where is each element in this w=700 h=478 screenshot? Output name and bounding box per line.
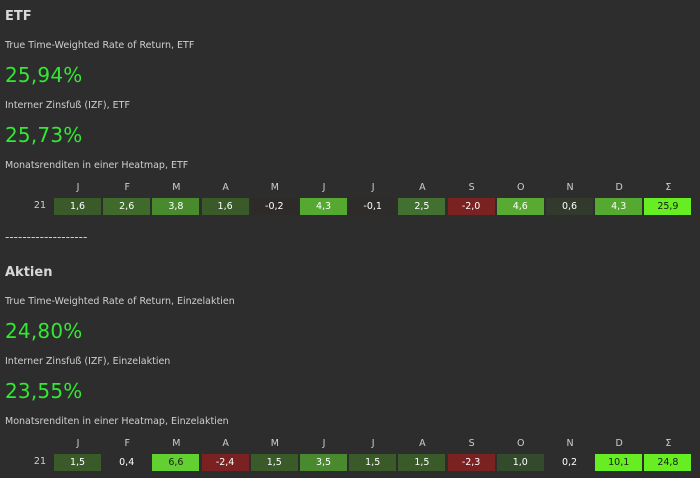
heatmap-month-cell: 10,1 <box>595 454 643 471</box>
heatmap-header-cell: J <box>322 438 326 449</box>
heatmap-month-cell: 1,0 <box>496 454 544 471</box>
heatmap-header-cell: S <box>468 182 475 193</box>
aktien-ttwror-label: True Time-Weighted Rate of Return, Einze… <box>5 296 235 307</box>
etf-heatmap-label: Monatsrenditen in einer Heatmap, ETF <box>5 160 189 171</box>
heatmap-month-cell: 2,5 <box>398 198 446 215</box>
heatmap-month-cell: 1,5 <box>250 454 298 471</box>
aktien-section-title: Aktien <box>5 265 53 280</box>
aktien-izf-label: Interner Zinsfuß (IZF), Einzelaktien <box>5 356 171 367</box>
etf-heatmap-year: 21 <box>33 200 46 211</box>
heatmap-total-cell: 24,8 <box>644 454 692 471</box>
heatmap-header-cell: O <box>517 182 525 193</box>
aktien-izf-value: 23,55% <box>5 379 83 403</box>
aktien-heatmap-year: 21 <box>33 456 46 467</box>
heatmap-month-cell: 0,2 <box>546 454 593 471</box>
aktien-heatmap-label: Monatsrenditen in einer Heatmap, Einzela… <box>5 416 229 427</box>
heatmap-header-cell: D <box>615 438 623 449</box>
heatmap-header-cell: F <box>124 182 130 193</box>
heatmap-month-cell: -2,3 <box>447 454 495 471</box>
heatmap-month-cell: 1,5 <box>398 454 446 471</box>
heatmap-header-cell: F <box>124 438 130 449</box>
heatmap-header-cell: A <box>419 438 426 449</box>
heatmap-month-cell: -2,4 <box>201 454 249 471</box>
heatmap-header-cell: A <box>222 182 229 193</box>
heatmap-header-cell: M <box>172 182 181 193</box>
heatmap-month-cell: 3,8 <box>152 198 200 215</box>
heatmap-header-cell: S <box>468 438 475 449</box>
heatmap-total-cell: 25,9 <box>644 198 692 215</box>
heatmap-header-cell: J <box>76 182 80 193</box>
heatmap-header-cell: M <box>270 438 279 449</box>
heatmap-header-cell: J <box>76 438 80 449</box>
heatmap-header-cell: J <box>371 438 375 449</box>
heatmap-header-cell: A <box>222 438 229 449</box>
etf-izf-value: 25,73% <box>5 123 83 147</box>
heatmap-header-cell: M <box>270 182 279 193</box>
heatmap-header-cell: O <box>517 438 525 449</box>
section-divider: ------------------- <box>5 230 88 244</box>
heatmap-month-cell: 0,4 <box>103 454 151 471</box>
heatmap-month-cell: 3,5 <box>300 454 347 471</box>
heatmap-month-cell: 2,6 <box>103 198 151 215</box>
heatmap-header-cell: Σ <box>665 182 672 193</box>
heatmap-header-cell: A <box>419 182 426 193</box>
etf-section-title: ETF <box>5 9 32 24</box>
etf-izf-label: Interner Zinsfuß (IZF), ETF <box>5 100 130 111</box>
heatmap-header-cell: D <box>615 182 623 193</box>
heatmap-header-cell: N <box>566 182 574 193</box>
heatmap-header-cell: Σ <box>665 438 672 449</box>
heatmap-month-cell: 1,6 <box>201 198 249 215</box>
heatmap-month-cell: 4,3 <box>595 198 643 215</box>
heatmap-month-cell: 1,6 <box>54 198 101 215</box>
heatmap-month-cell: -0,1 <box>349 198 397 215</box>
heatmap-month-cell: 6,6 <box>152 454 200 471</box>
heatmap-month-cell: 1,5 <box>349 454 397 471</box>
heatmap-header-cell: J <box>371 182 375 193</box>
heatmap-month-cell: 1,5 <box>54 454 101 471</box>
etf-ttwror-label: True Time-Weighted Rate of Return, ETF <box>5 40 195 51</box>
heatmap-header-cell: M <box>172 438 181 449</box>
heatmap-month-cell: -2,0 <box>447 198 495 215</box>
heatmap-header-cell: N <box>566 438 574 449</box>
heatmap-header-cell: J <box>322 182 326 193</box>
heatmap-month-cell: 4,6 <box>496 198 544 215</box>
heatmap-month-cell: 4,3 <box>300 198 347 215</box>
heatmap-month-cell: 0,6 <box>546 198 593 215</box>
heatmap-month-cell: -0,2 <box>250 198 298 215</box>
aktien-ttwror-value: 24,80% <box>5 319 83 343</box>
etf-ttwror-value: 25,94% <box>5 63 83 87</box>
